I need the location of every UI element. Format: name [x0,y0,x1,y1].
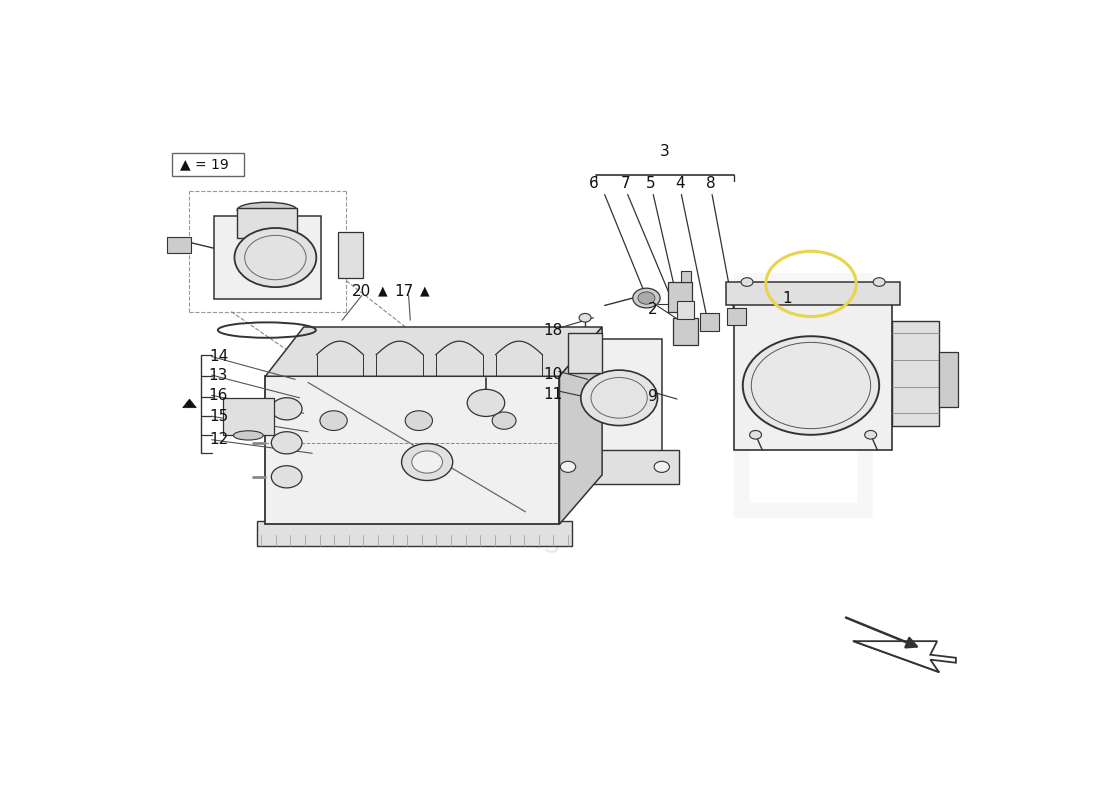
Bar [560,450,679,484]
Text: 17: 17 [394,284,414,298]
Text: 1: 1 [782,290,792,306]
Bar [222,398,274,435]
Ellipse shape [238,202,297,218]
Circle shape [468,390,505,417]
Polygon shape [560,327,602,524]
Circle shape [405,410,432,430]
Text: 9: 9 [648,389,658,404]
Bar [167,238,191,253]
Text: 15: 15 [209,409,228,424]
Polygon shape [854,641,956,672]
Bar [257,521,572,546]
Text: 10: 10 [543,367,562,382]
Bar [726,282,901,306]
Bar [338,231,363,278]
Text: 4: 4 [675,176,684,191]
Bar [172,153,244,176]
Circle shape [749,430,761,439]
Circle shape [234,228,317,287]
Circle shape [873,278,886,286]
Text: 2: 2 [648,302,657,318]
Text: 11: 11 [543,387,562,402]
Text: 8: 8 [705,176,715,191]
Text: 6: 6 [588,176,598,191]
Polygon shape [183,399,196,408]
Ellipse shape [233,430,263,440]
Circle shape [492,412,516,430]
Circle shape [272,398,302,420]
Circle shape [560,462,575,472]
Text: since 1985: since 1985 [427,494,564,560]
Bar [265,376,560,524]
Bar [678,301,694,319]
Text: 16: 16 [209,388,228,403]
Circle shape [402,443,453,481]
Circle shape [581,370,658,426]
Circle shape [865,430,877,439]
Bar [681,271,691,282]
Text: 3: 3 [660,144,669,159]
Bar [892,321,939,426]
Polygon shape [265,327,602,376]
Circle shape [272,432,302,454]
Text: 12: 12 [209,432,228,447]
Text: ▲ = 19: ▲ = 19 [180,158,229,171]
Bar [735,287,892,450]
Bar [568,333,602,373]
Text: ▲: ▲ [420,285,429,298]
Text: 18: 18 [543,323,562,338]
Circle shape [320,410,348,430]
Bar [939,352,958,407]
Circle shape [632,288,660,308]
Text: 7: 7 [620,176,630,191]
Text: 14: 14 [209,349,228,364]
Text: 5: 5 [646,176,656,191]
Bar [673,318,698,346]
Bar [700,313,719,331]
Circle shape [638,292,654,304]
Text: 13: 13 [209,367,228,382]
Bar [576,339,662,454]
Circle shape [411,451,442,473]
Text: ▲: ▲ [378,285,387,298]
Circle shape [579,314,591,322]
Circle shape [654,462,670,472]
Circle shape [741,278,754,286]
Text: a part: a part [396,450,493,506]
Bar [727,308,746,325]
Bar [238,208,297,238]
Text: ⸬: ⸬ [719,257,886,526]
Bar [668,282,692,311]
Circle shape [272,466,302,488]
Text: 20: 20 [352,284,372,298]
Circle shape [742,336,879,434]
Bar [214,216,321,299]
Text: eurospares: eurospares [286,345,603,488]
